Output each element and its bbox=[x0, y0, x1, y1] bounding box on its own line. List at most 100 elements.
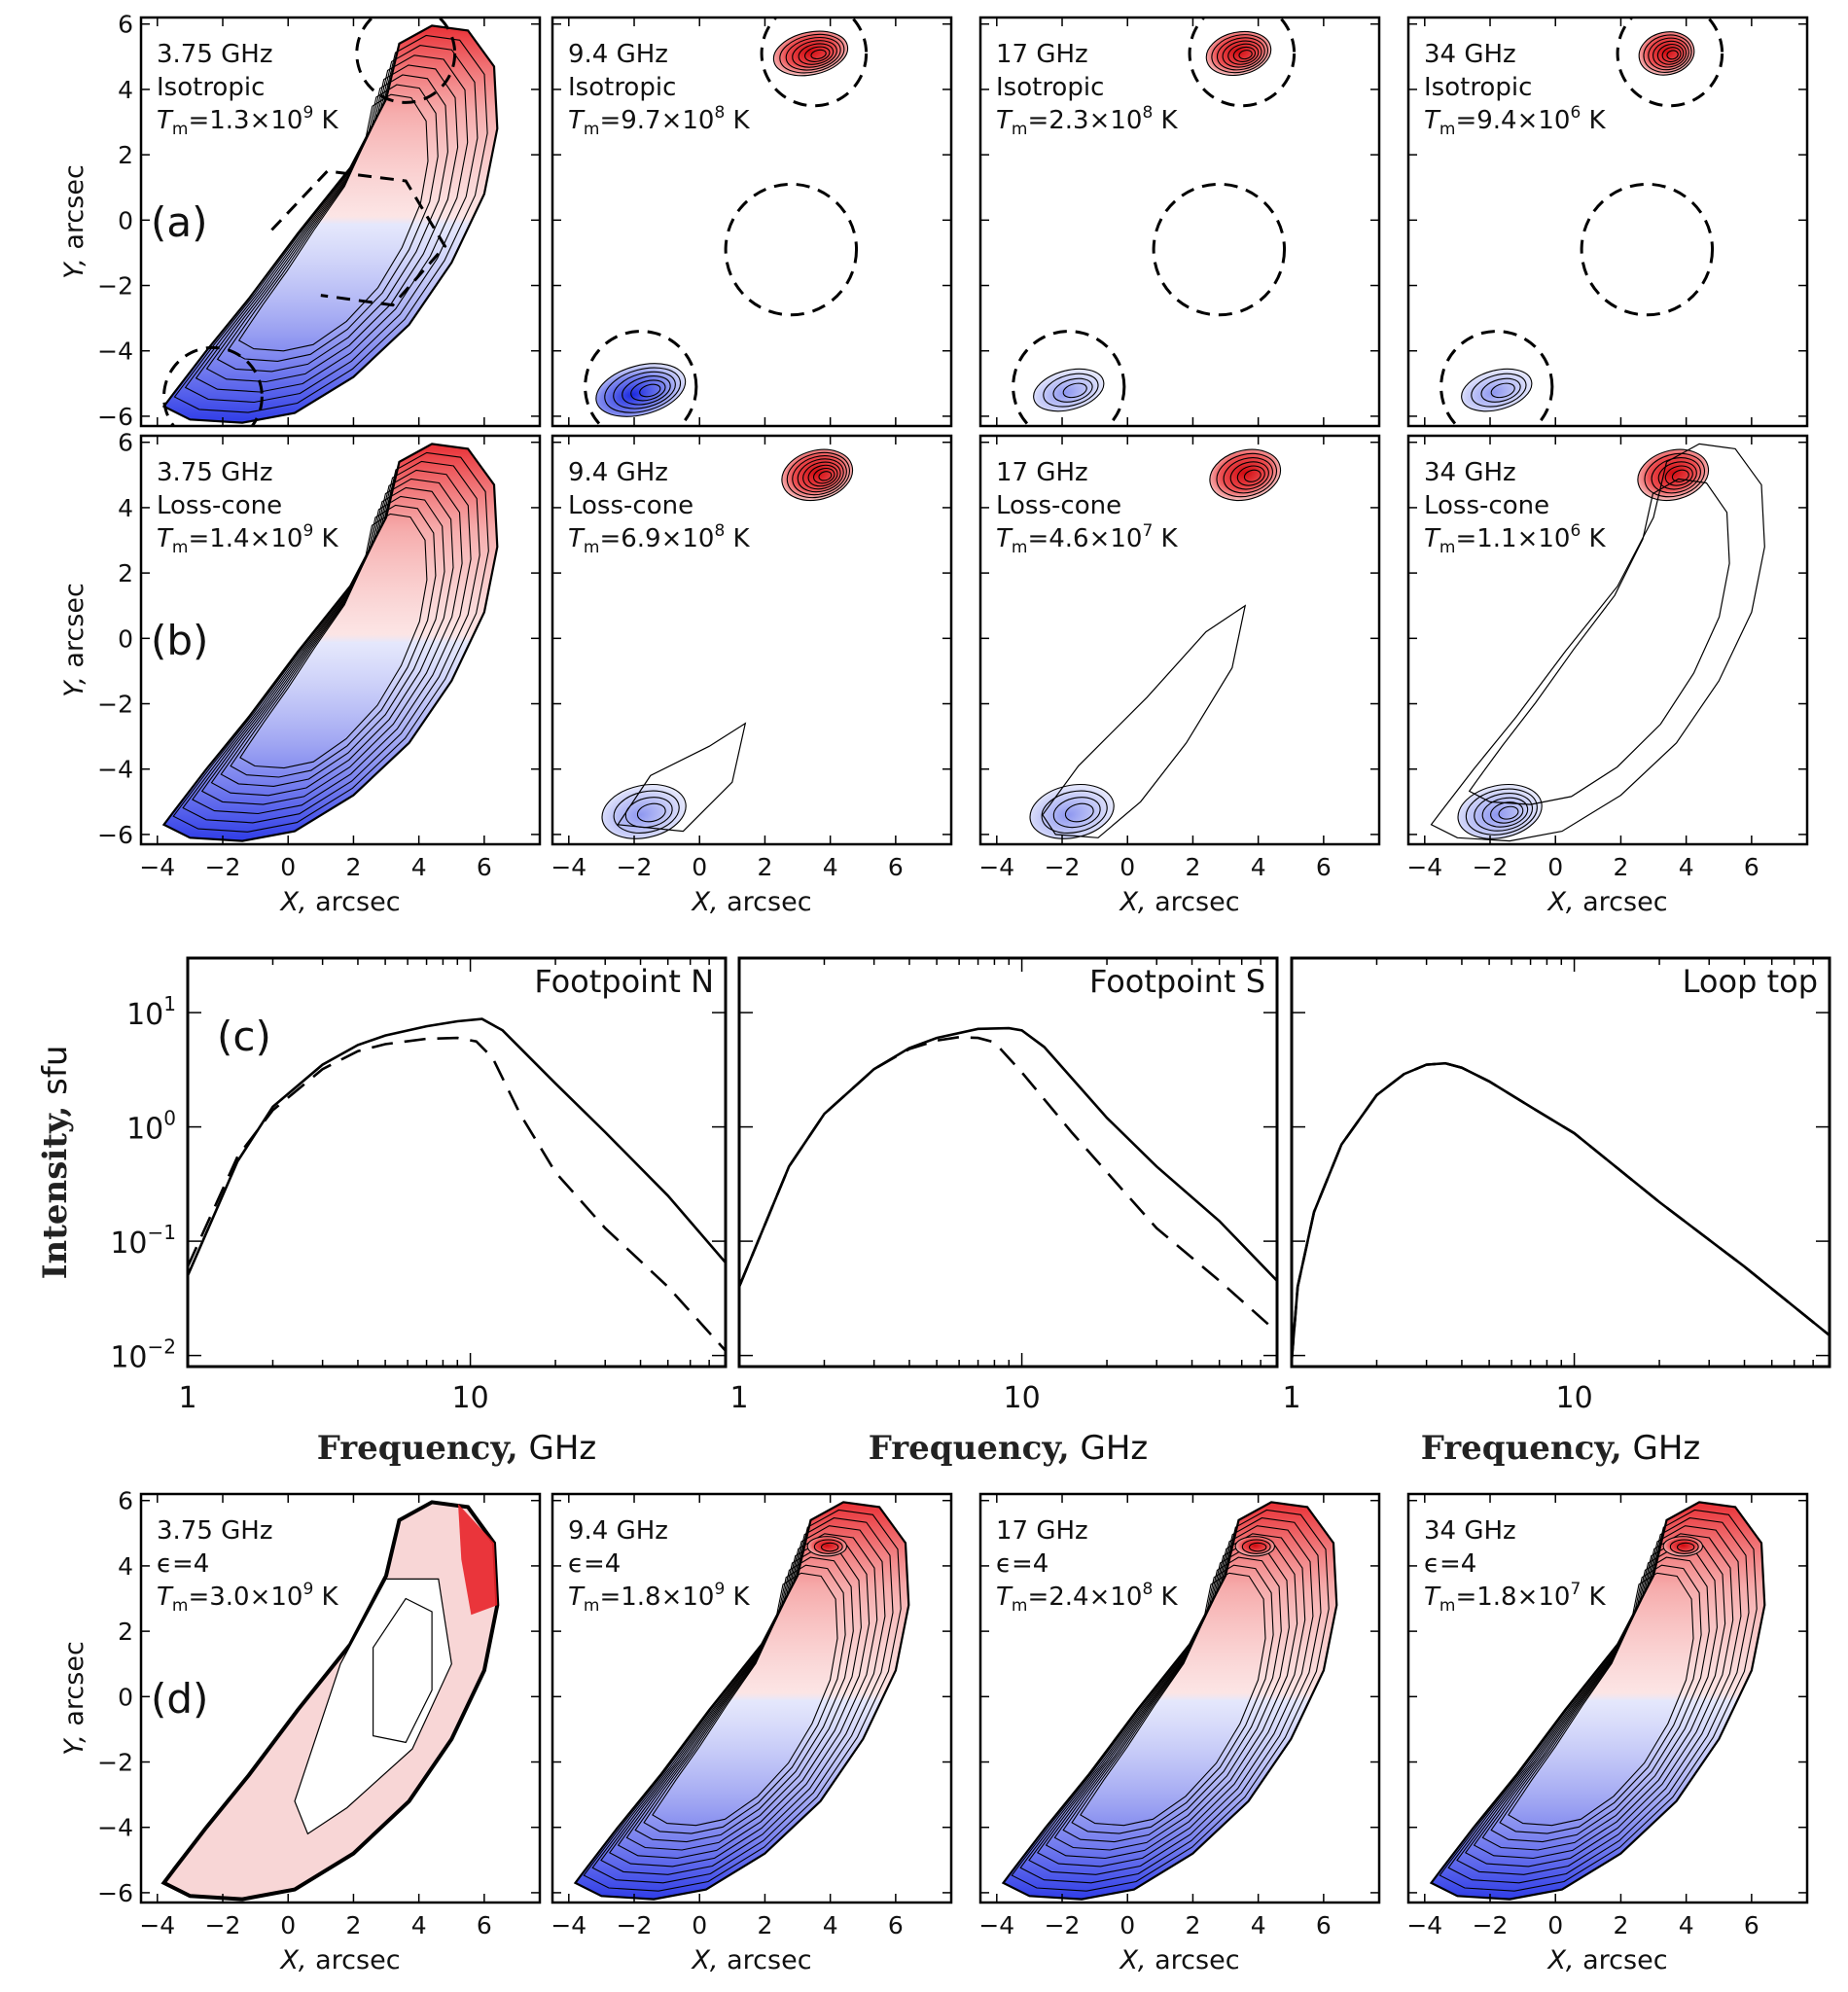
panel-row-label: (c) bbox=[217, 1013, 271, 1060]
x-tick-label: −2 bbox=[1045, 1911, 1081, 1939]
contour-line bbox=[1499, 1564, 1702, 1834]
y-tick-label: 6 bbox=[118, 429, 133, 457]
contour-line bbox=[1243, 469, 1262, 482]
contour-line bbox=[1447, 1517, 1750, 1884]
contour-line bbox=[1227, 43, 1260, 65]
contour-line bbox=[625, 1548, 862, 1851]
contour-line bbox=[1248, 1542, 1267, 1552]
y-axis-label: Y, arcsec bbox=[59, 164, 89, 279]
contour-line bbox=[1238, 50, 1253, 60]
contour-line bbox=[1481, 797, 1529, 828]
x-tick-label: −4 bbox=[551, 1911, 586, 1939]
x-tick-label: 1 bbox=[729, 1381, 748, 1415]
contour-line bbox=[813, 1539, 843, 1554]
contour-line bbox=[820, 1542, 839, 1552]
y-axis-unit: arcsec bbox=[59, 164, 89, 258]
panel-row-label: (a) bbox=[151, 198, 208, 246]
spectrum-panel-title: Footpoint S bbox=[1089, 963, 1265, 1000]
contour-line bbox=[1465, 788, 1538, 836]
contour-line bbox=[1052, 377, 1093, 403]
x-axis-label: X, arcsec bbox=[1118, 887, 1239, 917]
tm-label: Tm=1.8×107 K bbox=[1424, 1580, 1607, 1616]
contour-line bbox=[613, 790, 680, 834]
contour-line bbox=[1643, 34, 1692, 73]
x-tick-label: 6 bbox=[1744, 853, 1759, 881]
panel-frame bbox=[978, 434, 1381, 846]
model-label: Loss-cone bbox=[568, 491, 693, 520]
x-tick-label: −4 bbox=[139, 853, 175, 881]
contour-line bbox=[239, 513, 428, 769]
contour-line bbox=[1236, 465, 1265, 486]
source-region-circle bbox=[1188, 18, 1297, 108]
x-axis-unit: arcsec bbox=[1575, 1945, 1668, 1975]
y-tick-label: 2 bbox=[118, 1618, 133, 1646]
source-region-circle bbox=[724, 182, 859, 317]
x-tick-label: 6 bbox=[1744, 1911, 1759, 1939]
y-axis-name: Intensity, bbox=[36, 1106, 75, 1280]
contour-line bbox=[1011, 1509, 1330, 1892]
contour-line bbox=[630, 379, 666, 402]
x-axis-unit: arcsec bbox=[1147, 1945, 1240, 1975]
contour-line bbox=[1490, 1556, 1710, 1843]
model-label: Loss-cone bbox=[157, 491, 282, 520]
x-tick-label: 6 bbox=[888, 1911, 904, 1939]
x-tick-label: 4 bbox=[1251, 853, 1266, 881]
contour-line bbox=[818, 471, 833, 481]
loop-fill bbox=[163, 25, 498, 423]
contour-line bbox=[600, 1525, 886, 1875]
contour-line bbox=[1019, 1517, 1322, 1884]
contour-line bbox=[1430, 443, 1765, 842]
map-content bbox=[160, 1500, 500, 1902]
series-line-solid bbox=[1292, 1061, 1830, 1362]
x-tick-label: 6 bbox=[477, 853, 492, 881]
spectrum-panel-title: Loop top bbox=[1683, 963, 1818, 1000]
frequency-label: 9.4 GHz bbox=[568, 458, 668, 487]
contour-line bbox=[583, 1509, 902, 1892]
x-axis-var: X, bbox=[690, 1945, 718, 1975]
contour-line bbox=[1223, 457, 1273, 494]
y-tick-label: 4 bbox=[118, 494, 133, 522]
contour-line bbox=[807, 464, 838, 487]
x-tick-label: 6 bbox=[477, 1911, 492, 1939]
y-tick-label: 2 bbox=[118, 559, 133, 587]
source-region-circle bbox=[1012, 330, 1126, 426]
x-axis-var: X, bbox=[1118, 1945, 1146, 1975]
contour-line bbox=[161, 24, 499, 424]
x-axis-name: Frequency, bbox=[869, 1429, 1070, 1468]
contour-line bbox=[195, 54, 469, 393]
frequency-label: 3.75 GHz bbox=[157, 458, 273, 487]
x-axis-label: Frequency, GHz bbox=[869, 1429, 1149, 1468]
contour-line bbox=[1471, 373, 1527, 408]
map-content bbox=[1012, 18, 1297, 426]
x-axis-var: X, bbox=[690, 887, 718, 917]
contour-line bbox=[1205, 30, 1272, 76]
frequency-label: 17 GHz bbox=[996, 40, 1088, 69]
tm-label: Tm=1.8×109 K bbox=[568, 1580, 751, 1616]
x-tick-label: 0 bbox=[1119, 1911, 1135, 1939]
x-tick-label: 2 bbox=[1185, 853, 1200, 881]
frequency-label: 9.4 GHz bbox=[568, 40, 668, 69]
panel-frame bbox=[737, 956, 1279, 1369]
y-tick-label: 4 bbox=[118, 76, 133, 104]
panel-frame bbox=[1406, 16, 1809, 428]
contour-line bbox=[1053, 1548, 1290, 1851]
spectrum-panel-2: 1 10 Frequency, GHz Footpoint S bbox=[729, 956, 1279, 1468]
model-label: ϵ=4 bbox=[996, 1549, 1048, 1579]
y-tick-label: 4 bbox=[118, 1552, 133, 1581]
contour-line bbox=[1033, 368, 1105, 412]
frequency-label: 17 GHz bbox=[996, 1516, 1088, 1546]
y-tick-label: −2 bbox=[97, 272, 133, 301]
contour-line bbox=[797, 458, 844, 493]
source-region-circle bbox=[162, 345, 264, 426]
map-content bbox=[584, 18, 869, 426]
x-tick-label: 10 bbox=[1003, 1381, 1040, 1415]
y-tick-label: −4 bbox=[97, 1814, 133, 1842]
y-axis-var: Y, bbox=[59, 676, 89, 697]
x-tick-label: 0 bbox=[1547, 853, 1563, 881]
tm-label: Tm=6.9×108 K bbox=[568, 521, 751, 557]
contour-line bbox=[1474, 793, 1534, 832]
panel-frame bbox=[1290, 956, 1831, 1369]
y-tick-label: 10−2 bbox=[110, 1335, 176, 1375]
